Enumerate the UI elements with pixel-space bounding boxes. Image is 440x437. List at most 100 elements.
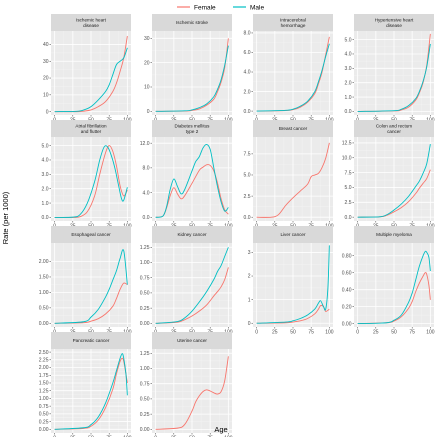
y-tick-label: 0.50 <box>39 306 49 312</box>
y-tick-label: 1.50 <box>39 275 49 281</box>
y-tick-label: 0.00 <box>342 321 352 327</box>
x-tick-label: 25 <box>171 436 177 437</box>
facet-title: Ischemic stroke <box>176 20 208 25</box>
y-tick-label: 5.0 <box>345 185 352 191</box>
facet-title: disease <box>83 23 99 28</box>
y-tick-label: 2.50 <box>39 350 49 356</box>
y-tick-label: 0.00 <box>39 321 49 327</box>
y-tick-label: 0.00 <box>140 321 150 327</box>
y-tick-label: 3 <box>248 250 251 256</box>
facet-panel: Liver cancer 0 25 50 75 100 0 1 2 3 <box>248 226 334 336</box>
y-tick-label: 1.50 <box>39 381 49 387</box>
series-line-female <box>54 282 128 324</box>
facet-title: Liver cancer <box>280 232 305 237</box>
series-line-male <box>357 250 431 325</box>
legend-item: Male <box>233 5 264 12</box>
facet-strip <box>253 120 333 137</box>
facet-strip <box>354 120 434 137</box>
facet-strip <box>152 226 232 243</box>
y-tick-label: 30 <box>144 36 150 42</box>
y-tick-label: 10 <box>144 85 150 91</box>
series-line-female <box>54 35 128 113</box>
y-tick-label: 2 <box>248 274 251 280</box>
series-line-male <box>256 245 330 324</box>
x-tick-label: 25 <box>272 330 278 336</box>
facet-title: Multiple myeloma <box>376 232 412 237</box>
legend: Female Male <box>177 5 264 12</box>
facet-panel: Uterine cancer 0 25 50 75 100 0.00 0.25 0.50 0.75… <box>140 332 233 437</box>
y-tick-label: 0.40 <box>342 287 352 293</box>
y-tick-label: 0.0 <box>244 215 251 221</box>
y-tick-label: 2.00 <box>39 365 49 371</box>
y-tick-label: 40 <box>43 42 49 48</box>
y-tick-label: 10.0 <box>342 155 352 161</box>
series-line-female <box>155 267 229 324</box>
facet-title: Diabetes mellitus <box>175 124 211 129</box>
y-tick-label: 4.0 <box>42 158 49 164</box>
facet-title: Kidney cancer <box>177 232 207 237</box>
legend-label: Female <box>194 5 216 12</box>
y-tick-label: 1 <box>248 297 251 303</box>
x-tick-label: 25 <box>373 330 379 336</box>
y-tick-label: 0.0 <box>345 109 352 115</box>
facet-strip <box>354 226 434 243</box>
series-line-male <box>155 143 229 218</box>
facet-strip <box>152 14 232 31</box>
y-tick-label: 0.00 <box>140 427 150 433</box>
y-tick-label: 0.0 <box>244 109 251 115</box>
facet-title: type 2 <box>186 129 199 134</box>
series-line-female <box>256 142 330 218</box>
y-tick-label: 1.25 <box>140 245 150 251</box>
y-tick-label: 2.5 <box>345 200 352 206</box>
y-tick-label: 1.00 <box>140 366 150 372</box>
y-tick-label: 6.0 <box>244 50 251 56</box>
facet-title: Hypertensive heart <box>375 18 414 23</box>
y-tick-label: 3.0 <box>42 172 49 178</box>
y-tick-label: 2.0 <box>345 80 352 86</box>
facet-panel: Ischemic stroke02550751000102030 <box>144 14 233 124</box>
y-tick-label: 1.0 <box>345 95 352 101</box>
y-tick-label: 30 <box>43 59 49 65</box>
y-tick-label: 0.25 <box>140 412 150 418</box>
facet-title: Intracerebral <box>280 18 306 23</box>
series-line-male <box>155 45 229 112</box>
series-line-female <box>155 356 229 430</box>
y-tick-label: 4.0 <box>345 52 352 58</box>
facet-panel: Intracerebralhemorrhage02550751000.02.04… <box>244 14 334 124</box>
series-line-male <box>357 43 431 112</box>
facet-title: Colon and rectum <box>376 124 412 129</box>
y-tick-label: 4.0 <box>244 70 251 76</box>
x-tick-label: 50 <box>391 330 397 336</box>
series-line-male <box>54 47 128 113</box>
y-tick-label: 2.0 <box>42 186 49 192</box>
y-tick-label: 1.00 <box>140 260 150 266</box>
facet-title: Atrial fibrillation <box>75 124 107 129</box>
facet-title: cancer <box>387 129 401 134</box>
y-tick-label: 0.0 <box>42 215 49 221</box>
y-tick-label: 0.00 <box>39 427 49 433</box>
facet-panel: Hypertensive heartdisease02550751000.01.… <box>345 14 435 124</box>
y-tick-label: 20 <box>43 76 49 82</box>
y-tick-label: 1.75 <box>39 373 49 379</box>
y-tick-label: 0.50 <box>140 291 150 297</box>
x-tick-label: 50 <box>88 436 94 437</box>
x-tick-label: 75 <box>409 330 415 336</box>
y-tick-label: 0.0 <box>345 215 352 221</box>
x-tick-label: 0 <box>154 436 157 437</box>
y-tick-label: 3.0 <box>345 66 352 72</box>
y-tick-label: 1.25 <box>140 351 150 357</box>
y-tick-label: 0.0 <box>143 215 150 221</box>
facet-panel: Colon and rectumcancer02550751000.02.55.… <box>342 120 435 230</box>
y-tick-label: 10 <box>43 93 49 99</box>
y-tick-label: 0 <box>248 321 251 327</box>
y-tick-label: 0.75 <box>39 404 49 410</box>
panels: Ischemic heartdisease0255075100010203040… <box>39 14 435 437</box>
series-line-male <box>54 145 128 218</box>
series-line-female <box>357 272 431 325</box>
facet-strip <box>51 120 131 137</box>
x-tick-label: 50 <box>189 436 195 437</box>
facet-strip <box>152 332 232 349</box>
